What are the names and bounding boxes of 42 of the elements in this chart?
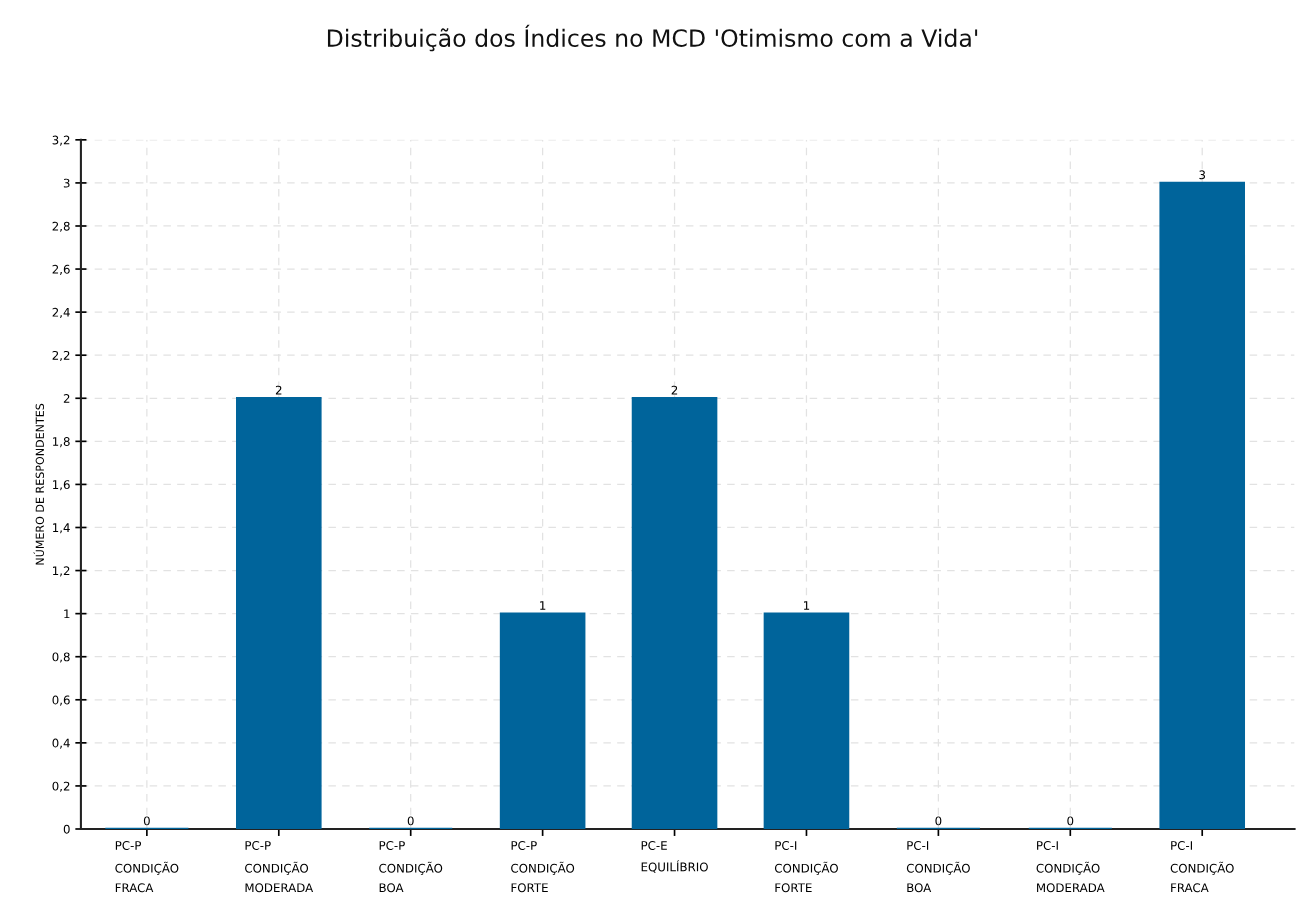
y-tick-label: 1,4 [53, 523, 70, 534]
bar [763, 612, 850, 829]
y-tick-label: 2,6 [52, 264, 70, 275]
data-label: 1 [804, 601, 810, 610]
y-tick-label: 2,2 [52, 350, 70, 362]
y-tick-label: 2,4 [52, 307, 70, 318]
x-tick-label: PC-I CONDIÇÃO FORTE [774, 841, 838, 893]
x-tick-label: PC-I CONDIÇÃO BOA [906, 841, 970, 893]
y-tick-label: 3 [63, 178, 70, 188]
x-tick-label: PC-P CONDIÇÃO MODERADA [245, 841, 314, 893]
y-tick-label: 2 [63, 394, 70, 403]
y-tick-label: 1,8 [53, 437, 70, 448]
data-label: 3 [1199, 170, 1206, 180]
y-tick-label: 1,6 [53, 480, 70, 491]
y-tick-label: 0,6 [52, 695, 70, 706]
x-tick-label: PC-I CONDIÇÃO FRACA [1170, 841, 1234, 893]
y-tick-label: 0,4 [52, 738, 70, 749]
data-label: 0 [935, 816, 942, 826]
bar [235, 397, 322, 829]
chart-title: Distribuição dos Índices no MCD 'Otimismo com a Vida' [327, 24, 978, 52]
bar [631, 397, 718, 829]
x-tick-label: PC-I CONDIÇÃO MODERADA [1036, 841, 1105, 893]
y-tick-label: 0 [63, 824, 70, 834]
data-label: 1 [540, 601, 546, 610]
y-tick-label: 1 [64, 609, 70, 619]
y-tick-label: 2,8 [52, 221, 70, 232]
bar [1159, 181, 1246, 829]
data-label: 0 [407, 816, 414, 826]
x-tick-label: PC-P CONDIÇÃO BOA [379, 841, 443, 893]
bar [499, 612, 586, 829]
x-tick-label: PC-P CONDIÇÃO FORTE [511, 841, 575, 893]
y-tick-label: 0,2 [52, 781, 70, 792]
x-tick-label: PC-E EQUILÍBRIO [641, 841, 708, 873]
data-label: 2 [671, 385, 678, 395]
data-label: 0 [1067, 816, 1074, 826]
x-tick-label: PC-P CONDIÇÃO FRACA [115, 841, 179, 893]
y-tick-label: 1,2 [53, 566, 70, 577]
y-tick-label: 0,8 [52, 652, 70, 663]
y-tick-label: 3,2 [52, 135, 70, 146]
data-label: 0 [143, 816, 150, 826]
y-axis-title: NÚMERO DE RESPONDENTES [33, 403, 45, 565]
data-label: 2 [275, 385, 282, 395]
